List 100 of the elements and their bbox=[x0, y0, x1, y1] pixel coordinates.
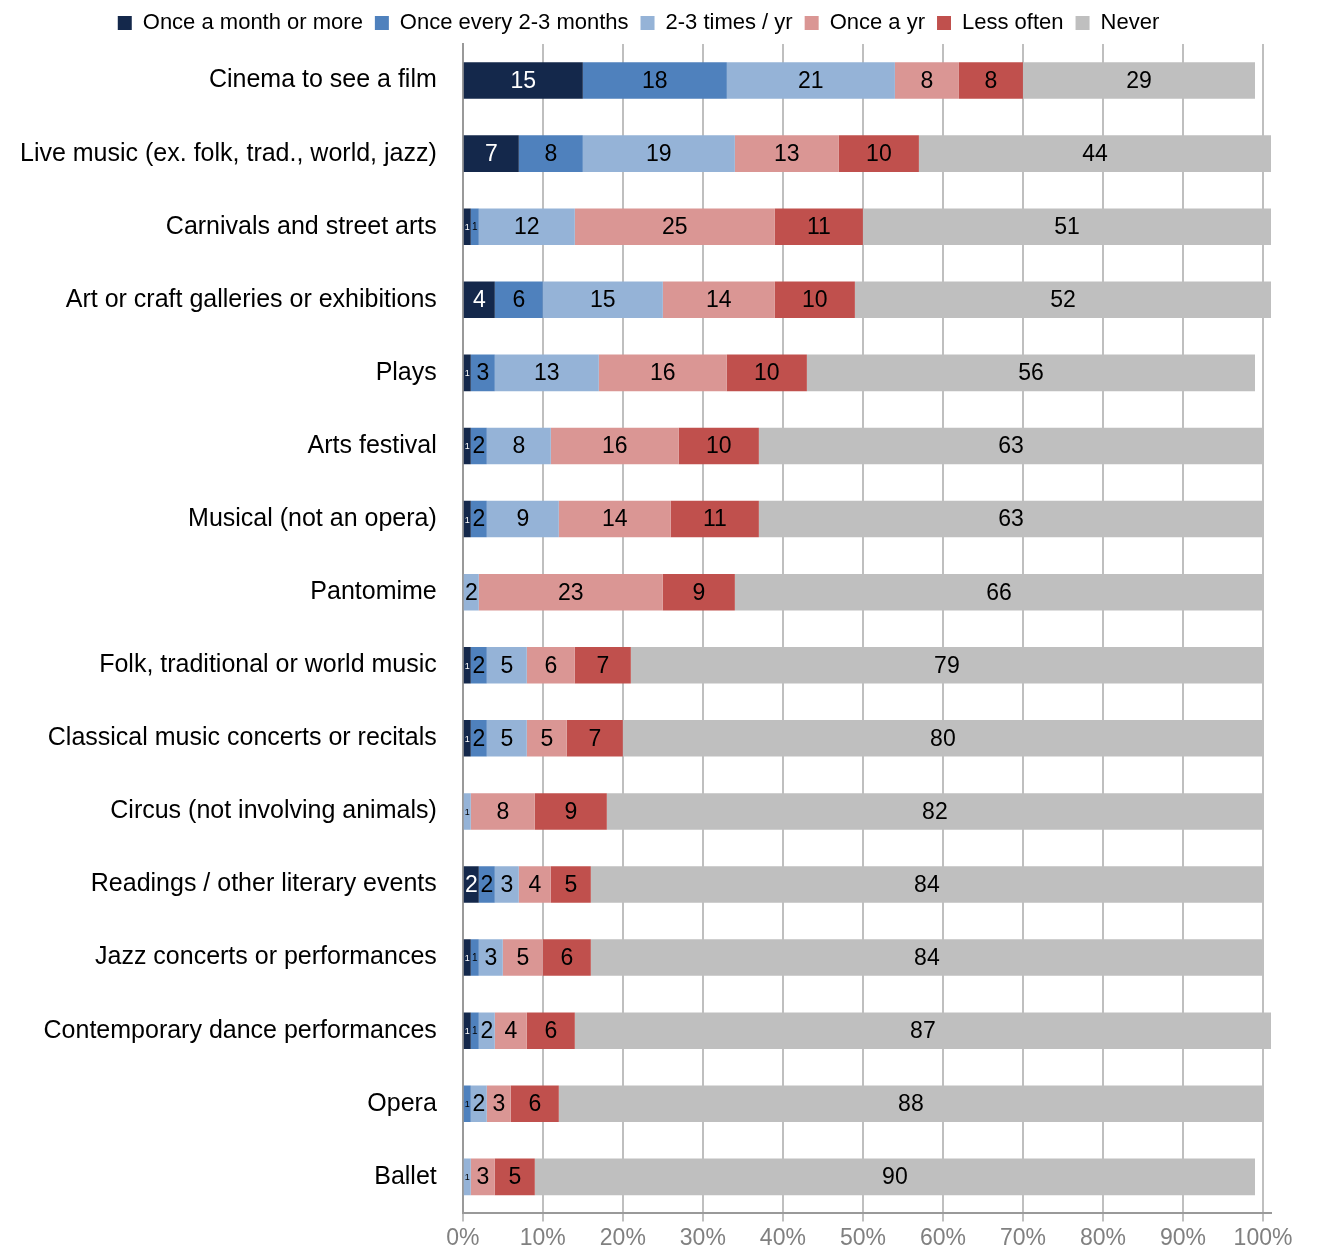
data-label: 1 bbox=[464, 953, 470, 964]
data-label: 1 bbox=[464, 733, 470, 744]
data-label: 6 bbox=[544, 651, 558, 678]
data-label: 84 bbox=[914, 870, 940, 897]
bar bbox=[526, 1012, 575, 1049]
data-label: 88 bbox=[898, 1090, 924, 1117]
bar bbox=[463, 354, 471, 392]
data-label: 5 bbox=[508, 1163, 522, 1190]
bar bbox=[526, 720, 567, 757]
data-label: 5 bbox=[500, 724, 514, 751]
bar bbox=[463, 281, 495, 319]
data-label: 13 bbox=[774, 139, 800, 166]
data-label: 1 bbox=[472, 952, 479, 964]
x-tick-label: 100% bbox=[1233, 1223, 1293, 1250]
bar bbox=[550, 427, 679, 465]
data-label: 82 bbox=[922, 797, 948, 824]
y-tick-label: Ballet bbox=[374, 1160, 437, 1189]
data-label: 84 bbox=[914, 943, 940, 970]
data-label: 6 bbox=[544, 1017, 558, 1044]
bar bbox=[598, 354, 727, 392]
data-label: 14 bbox=[706, 286, 732, 313]
data-label: 8 bbox=[496, 797, 510, 824]
data-label: 10 bbox=[754, 359, 780, 386]
legend-label: Never bbox=[1100, 9, 1160, 35]
bar bbox=[774, 281, 855, 319]
bar bbox=[734, 135, 839, 172]
x-tick-label: 0% bbox=[446, 1223, 480, 1250]
legend-label: Once a yr bbox=[829, 9, 926, 35]
data-label: 11 bbox=[702, 505, 727, 532]
data-label: 44 bbox=[1082, 139, 1108, 166]
y-tick-label: Jazz concerts or performances bbox=[94, 941, 437, 970]
data-label: 8 bbox=[512, 432, 526, 459]
y-tick-label: Art or craft galleries or exhibitions bbox=[65, 283, 437, 312]
data-label: 3 bbox=[484, 943, 498, 970]
bar bbox=[470, 208, 479, 245]
data-label: 14 bbox=[602, 505, 628, 532]
y-tick-label: Opera bbox=[367, 1087, 437, 1116]
data-label: 63 bbox=[998, 505, 1024, 532]
data-label: 3 bbox=[500, 870, 514, 897]
bar bbox=[518, 135, 583, 172]
x-tick-label: 90% bbox=[1159, 1223, 1206, 1250]
data-label: 15 bbox=[510, 66, 537, 93]
data-label: 3 bbox=[476, 359, 490, 386]
bar bbox=[486, 427, 551, 465]
x-tick-label: 30% bbox=[679, 1223, 726, 1250]
data-label: 8 bbox=[544, 139, 558, 166]
data-label: 10 bbox=[706, 432, 732, 459]
data-label: 2 bbox=[464, 578, 478, 605]
bar bbox=[463, 500, 471, 538]
data-label: 9 bbox=[516, 505, 530, 532]
bar bbox=[463, 62, 583, 99]
bar bbox=[566, 720, 623, 757]
y-tick-label: Cinema to see a film bbox=[208, 64, 437, 93]
bar bbox=[470, 793, 535, 830]
data-label: 15 bbox=[590, 286, 616, 313]
bar bbox=[494, 1158, 535, 1196]
bar bbox=[542, 939, 591, 976]
bar bbox=[510, 1085, 559, 1123]
data-label: 6 bbox=[528, 1090, 542, 1117]
bar bbox=[463, 1085, 471, 1123]
data-label: 66 bbox=[986, 578, 1012, 605]
data-label: 90 bbox=[882, 1163, 908, 1190]
bar bbox=[486, 720, 527, 757]
y-tick-label: Live music (ex. folk, trad., world, jazz) bbox=[19, 137, 437, 166]
data-label: 2 bbox=[472, 432, 486, 459]
bar bbox=[478, 573, 663, 611]
data-label: 80 bbox=[930, 724, 956, 751]
data-label: 9 bbox=[692, 578, 706, 605]
data-label: 1 bbox=[464, 441, 470, 452]
data-label: 1 bbox=[464, 1099, 470, 1110]
data-label: 1 bbox=[464, 514, 470, 525]
x-tick-label: 50% bbox=[839, 1223, 886, 1250]
legend-label: Once a month or more bbox=[142, 9, 363, 35]
data-label: 1 bbox=[464, 1026, 470, 1037]
data-label: 7 bbox=[596, 651, 610, 678]
y-tick-label: Plays bbox=[375, 356, 437, 385]
data-label: 16 bbox=[650, 359, 676, 386]
bar bbox=[470, 1012, 479, 1049]
bar bbox=[502, 939, 543, 976]
data-label: 23 bbox=[558, 578, 584, 605]
data-label: 2 bbox=[472, 505, 486, 532]
legend-label: Less often bbox=[962, 9, 1064, 35]
data-label: 7 bbox=[484, 139, 498, 166]
data-label: 5 bbox=[516, 943, 530, 970]
y-tick-label: Pantomime bbox=[310, 576, 437, 605]
data-label: 11 bbox=[806, 213, 831, 240]
data-label: 2 bbox=[464, 870, 478, 897]
bar bbox=[574, 646, 631, 684]
y-tick-label: Classical music concerts or recitals bbox=[47, 722, 437, 751]
bar bbox=[518, 866, 551, 903]
data-label: 63 bbox=[998, 432, 1024, 459]
bar bbox=[470, 939, 479, 976]
bar bbox=[838, 135, 919, 172]
data-label: 10 bbox=[802, 286, 828, 313]
data-label: 51 bbox=[1054, 213, 1080, 240]
bar bbox=[494, 354, 599, 392]
bar bbox=[463, 1012, 471, 1049]
bar bbox=[678, 427, 759, 465]
data-label: 5 bbox=[500, 651, 514, 678]
y-tick-label: Musical (not an opera) bbox=[188, 502, 437, 531]
